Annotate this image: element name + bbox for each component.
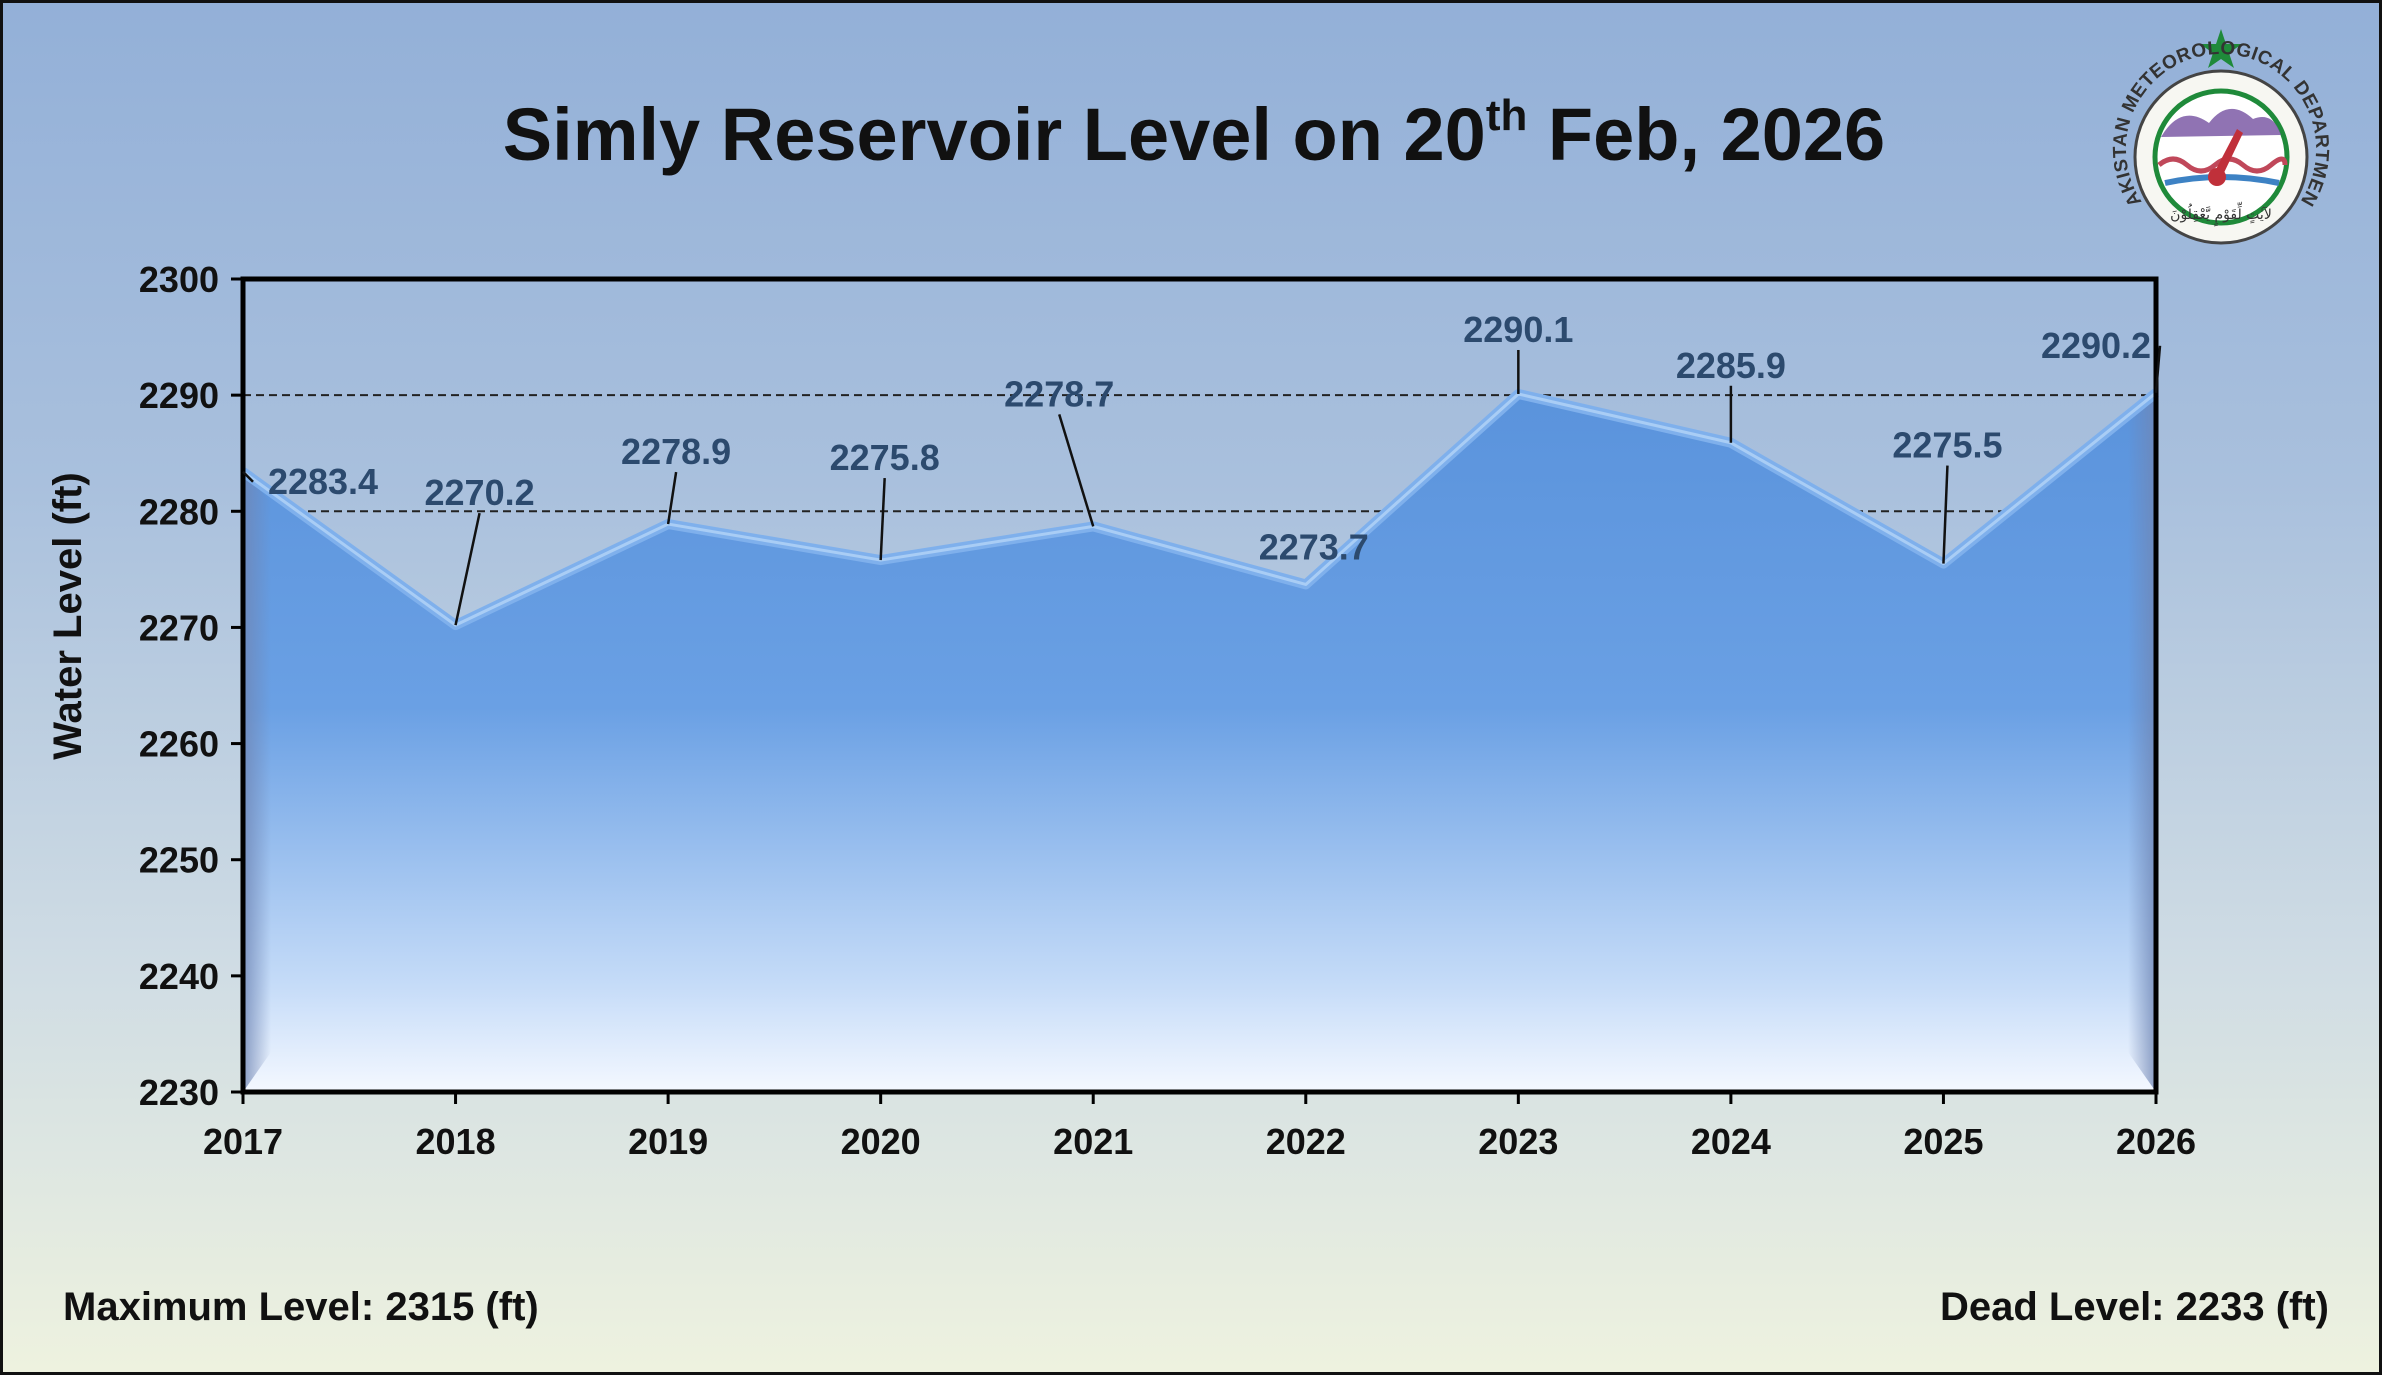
y-tick-label: 2290 [139, 375, 219, 416]
x-tick-label: 2021 [1053, 1121, 1133, 1162]
data-label: 2290.2 [2041, 325, 2162, 393]
leader-line [2154, 345, 2162, 393]
data-label-text: 2270.2 [425, 472, 535, 513]
y-tick-label: 2230 [139, 1072, 219, 1113]
data-label: 2270.2 [425, 472, 535, 626]
data-label: 2285.9 [1676, 345, 1786, 443]
data-labels: 2283.4 2270.2 2278.9 2275.8 2278.7 2273.7 2290… [242, 309, 2162, 626]
maximum-level-note: Maximum Level: 2315 (ft) [63, 1285, 539, 1329]
reference-lines [243, 394, 2156, 513]
x-tick-label: 2017 [203, 1121, 283, 1162]
leader-line [879, 478, 886, 561]
y-tick-label: 2280 [139, 491, 219, 532]
x-tick-label: 2020 [841, 1121, 921, 1162]
x-tick-label: 2022 [1266, 1121, 1346, 1162]
logo-urdu-text: لآيٰتٍ لِّقَوْمٍ يَّعْقِلُوْنَ [2170, 202, 2272, 227]
data-label-text: 2290.1 [1463, 309, 1573, 350]
data-label: 2283.4 [242, 461, 378, 502]
x-tick-label: 2019 [628, 1121, 708, 1162]
x-tick-label: 2024 [1691, 1121, 1771, 1162]
x-tick-label: 2023 [1478, 1121, 1558, 1162]
data-label: 2275.5 [1892, 425, 2002, 564]
y-tick-label: 2260 [139, 724, 219, 765]
title-superscript: th [1485, 91, 1528, 140]
y-tick-label: 2240 [139, 956, 219, 997]
y-tick-label: 2270 [139, 607, 219, 648]
chart-title: Simly Reservoir Level on 20th Feb, 2026 [3, 91, 2382, 177]
leader-line [666, 471, 678, 525]
data-label: 2273.7 [1259, 526, 1369, 567]
data-label-text: 2278.7 [1004, 373, 1114, 414]
leader-line [1058, 414, 1095, 527]
y-axis: 2230 2240 2250 2260 2270 2280 2290 2300 [139, 259, 245, 1113]
data-label: 2275.8 [830, 437, 940, 561]
x-axis: 2017 2018 2019 2020 2021 2022 2023 2024 2025 2026 [203, 1090, 2196, 1162]
data-label-text: 2275.8 [830, 437, 940, 478]
dead-level-note: Dead Level: 2233 (ft) [1939, 1285, 2329, 1329]
y-tick-label: 2250 [139, 840, 219, 881]
title-main: Simly Reservoir Level on 20 [502, 93, 1486, 176]
leader-line [454, 512, 481, 626]
y-axis-title: Water Level (ft) [46, 472, 90, 759]
data-label-text: 2285.9 [1676, 345, 1786, 386]
data-label: 2290.1 [1463, 309, 1573, 394]
data-label-text: 2278.9 [621, 431, 731, 472]
area-side-right [2128, 392, 2156, 1092]
area-fill [243, 392, 2156, 1092]
star-icon [2200, 29, 2242, 68]
leader-line [1942, 465, 1949, 564]
pmd-logo-icon: PAKISTAN METEOROLOGICAL DEPARTMENT لآيٰت… [2101, 25, 2332, 245]
data-label-text: 2283.4 [268, 461, 378, 502]
title-rest: Feb, 2026 [1527, 93, 1886, 176]
x-tick-label: 2026 [2116, 1121, 2196, 1162]
area-side-left [243, 471, 271, 1093]
leader-line [242, 470, 254, 483]
x-tick-label: 2025 [1903, 1121, 1983, 1162]
data-label-text: 2290.2 [2041, 325, 2151, 366]
x-tick-label: 2018 [416, 1121, 496, 1162]
area-top-highlight [242, 391, 2157, 627]
y-tick-label: 2300 [139, 259, 219, 300]
data-label-text: 2273.7 [1259, 526, 1369, 567]
data-label: 2278.7 [1004, 373, 1114, 527]
data-label: 2278.9 [621, 431, 731, 525]
data-label-text: 2275.5 [1892, 425, 2002, 466]
